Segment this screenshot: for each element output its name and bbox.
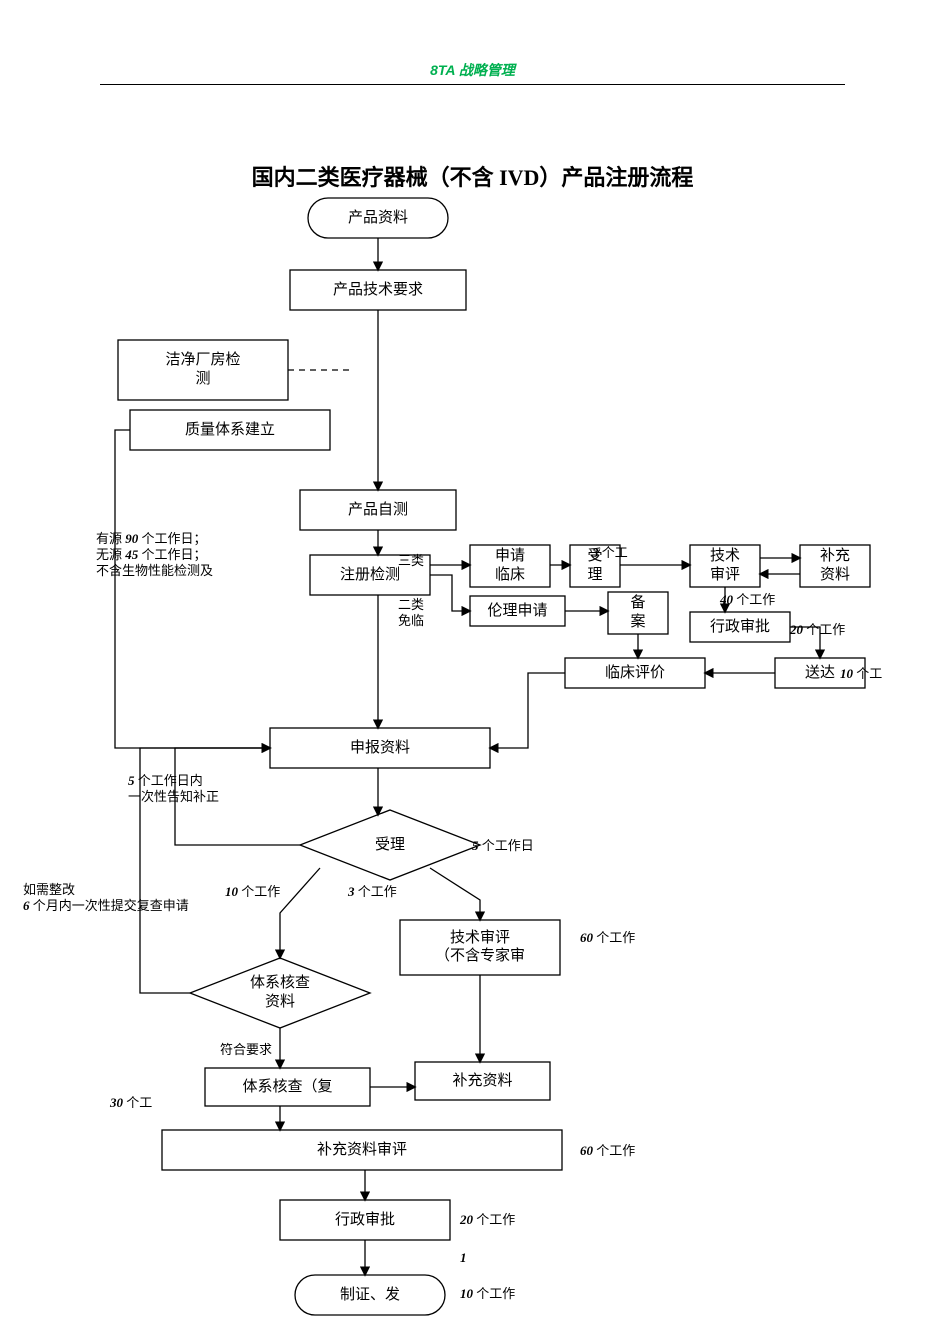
edge-21 bbox=[280, 868, 320, 958]
annotation-3: 10 个工 bbox=[840, 666, 945, 682]
node-label-n_suppreview: 补充资料审评 bbox=[165, 1141, 559, 1160]
node-label-n_qmsrecheck: 体系核查（复 bbox=[208, 1078, 367, 1097]
edge-label-22: 3 个工作 bbox=[348, 884, 528, 900]
edge-label-24: 符合要求 bbox=[220, 1042, 400, 1058]
annotation-8: 20 个工作 bbox=[460, 1212, 660, 1228]
annotation-6: 30 个工 bbox=[110, 1095, 310, 1111]
node-label-n_material: 产品资料 bbox=[311, 209, 445, 228]
node-label-n_cert: 制证、发 bbox=[298, 1286, 442, 1305]
edge-label-11: 3 个工 bbox=[592, 545, 772, 561]
edge-label-20: 5 个工作日内 一次性告知补正 bbox=[128, 773, 308, 806]
node-label-n_supp2: 补充 资料 bbox=[803, 547, 867, 585]
annotation-5: 60 个工作 bbox=[580, 930, 780, 946]
annotation-7: 60 个工作 bbox=[580, 1143, 780, 1159]
annotation-10: 10 个工作 bbox=[460, 1286, 660, 1302]
node-label-n_supp: 补充资料 bbox=[418, 1072, 547, 1091]
node-label-n_qms: 质量体系建立 bbox=[133, 421, 327, 440]
node-label-n_selftest: 产品自测 bbox=[303, 501, 453, 520]
node-label-n_record: 备 案 bbox=[608, 594, 668, 632]
node-label-n_accept: 受理 bbox=[303, 836, 477, 855]
annotation-9: 1 bbox=[460, 1250, 660, 1266]
node-label-n_admin: 行政审批 bbox=[283, 1211, 447, 1230]
annotation-1: 40 个工作 bbox=[720, 592, 920, 608]
node-label-n_submitpkg: 申报资料 bbox=[273, 739, 487, 758]
edge-label-25: 如需整改 6 个月内一次性提交复查申请 bbox=[23, 882, 203, 915]
node-label-n_clineval: 临床评价 bbox=[568, 664, 702, 683]
annotation-4: 5 个工作日 bbox=[472, 838, 672, 854]
edge-label-7: 三类 bbox=[398, 553, 578, 569]
node-label-n_tech_req: 产品技术要求 bbox=[293, 281, 463, 300]
page: 8TA 战略管理 国内二类医疗器械（不含 IVD）产品注册流程 产品资料产品技术… bbox=[0, 0, 945, 1337]
node-label-n_techrev: 技术审评 （不含专家审 bbox=[403, 929, 557, 967]
node-label-n_cleanroom: 洁净厂房检 测 bbox=[121, 351, 285, 389]
annotation-2: 20 个工作 bbox=[790, 622, 945, 638]
node-label-n_admin2: 行政审批 bbox=[693, 618, 787, 637]
edge-18 bbox=[490, 673, 565, 748]
annotation-0: 有源 90 个工作日； 无源 45 个工作日； 不含生物性能检测及 bbox=[96, 531, 296, 580]
node-label-n_qmsreview: 体系核查 资料 bbox=[193, 974, 367, 1012]
edge-label-8: 二类 免临 bbox=[398, 597, 578, 630]
edge-6 bbox=[115, 430, 270, 748]
